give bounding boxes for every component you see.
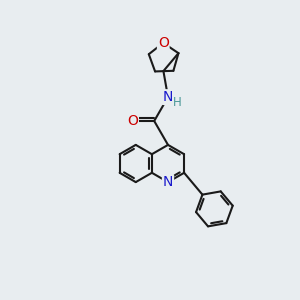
Text: N: N <box>163 90 173 104</box>
Text: N: N <box>163 175 173 189</box>
Text: O: O <box>127 114 138 128</box>
Text: H: H <box>173 96 182 109</box>
Text: O: O <box>158 36 169 50</box>
